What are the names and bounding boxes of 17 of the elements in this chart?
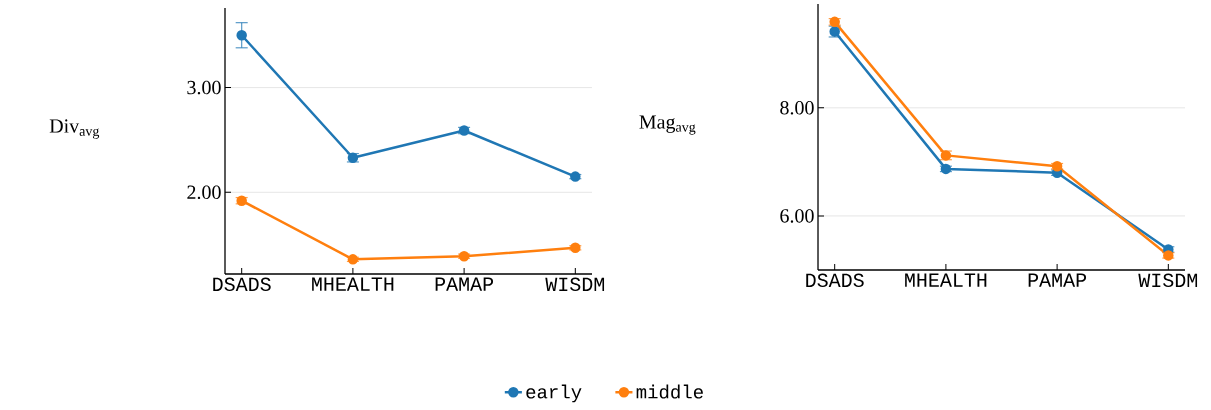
y-tick-label: 2.00: [187, 185, 221, 200]
x-tick-label: PAMAP: [1028, 273, 1087, 287]
y-tick-label: 8.00: [780, 101, 814, 115]
x-tick-label: PAMAP: [435, 277, 494, 291]
legend-label: early: [526, 384, 582, 403]
y-axis-title: Mag$_{avg}$: [639, 115, 696, 135]
x-tick-label: DSADS: [806, 273, 864, 288]
y-axis-title: Div$_{avg}$: [49, 119, 100, 139]
x-tick-label: MHEALTH: [312, 277, 394, 291]
x-tick-label: WISDM: [545, 277, 605, 292]
y-tick-label: 3.00: [187, 80, 221, 95]
legend-label: middle: [636, 384, 703, 399]
y-tick-label: 6.00: [780, 209, 814, 223]
x-tick-label: WISDM: [1138, 273, 1198, 288]
x-tick-label: MHEALTH: [905, 273, 987, 287]
x-tick-label: DSADS: [213, 277, 271, 292]
point: [236, 29, 247, 41]
